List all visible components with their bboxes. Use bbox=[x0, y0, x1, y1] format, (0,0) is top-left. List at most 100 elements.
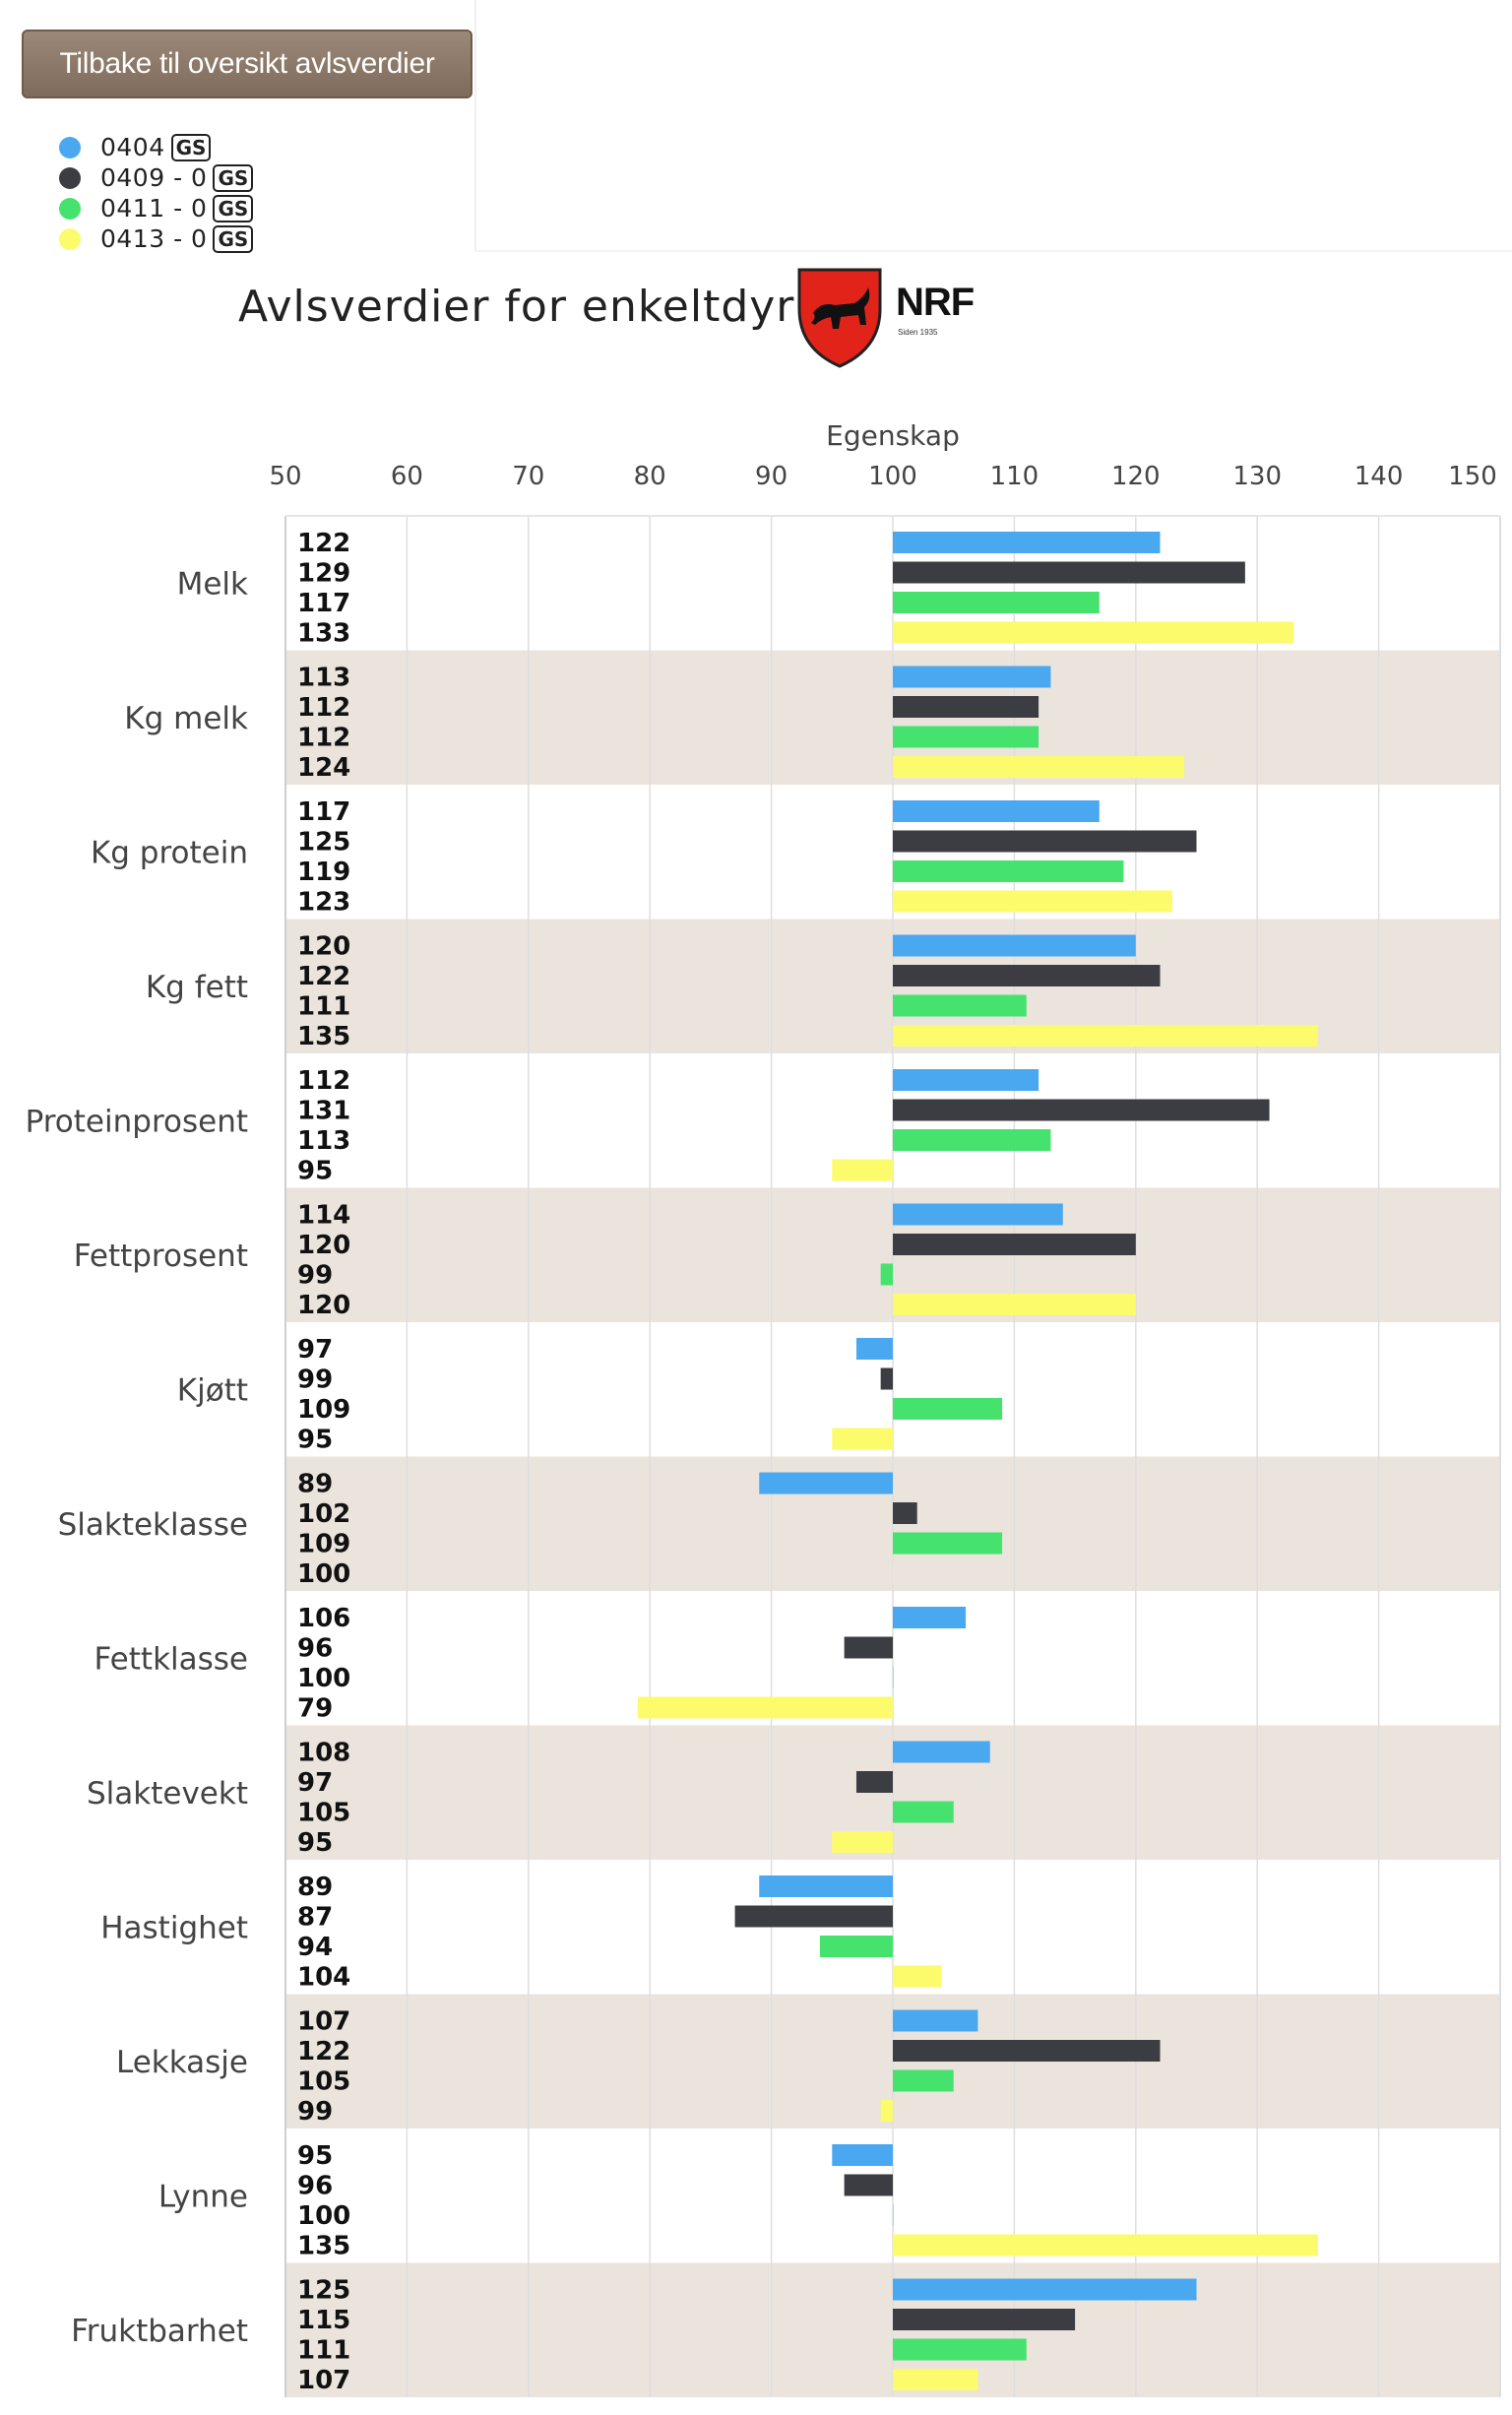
bull-icon bbox=[811, 287, 870, 329]
value-label: 120 bbox=[297, 1231, 350, 1260]
bar bbox=[880, 2100, 893, 2122]
bar bbox=[893, 1562, 894, 1584]
value-label: 135 bbox=[297, 1022, 350, 1051]
value-label: 105 bbox=[297, 1799, 350, 1828]
bar bbox=[893, 1741, 990, 1763]
bar bbox=[893, 2338, 1027, 2361]
bar bbox=[855, 1771, 893, 1793]
bar bbox=[893, 860, 1124, 882]
value-label: 112 bbox=[297, 724, 350, 753]
value-label: 111 bbox=[297, 992, 350, 1022]
bar bbox=[893, 561, 1245, 584]
legend-dot-icon bbox=[59, 136, 81, 159]
bar bbox=[893, 621, 1294, 644]
x-tick-label: 80 bbox=[634, 462, 666, 491]
category-label: Melk bbox=[177, 566, 248, 602]
legend-item-0411[interactable]: 0411 - 0 GS bbox=[59, 193, 254, 223]
value-label: 95 bbox=[297, 1426, 333, 1455]
value-label: 97 bbox=[297, 1335, 333, 1365]
value-label: 95 bbox=[297, 1157, 333, 1186]
category-label: Kjøtt bbox=[177, 1372, 248, 1408]
bar bbox=[893, 1667, 894, 1688]
category-label: Lynne bbox=[158, 2179, 248, 2214]
bar bbox=[893, 696, 1040, 718]
gs-badge: GS bbox=[213, 194, 254, 222]
x-tick-label: 60 bbox=[391, 462, 423, 491]
value-label: 114 bbox=[297, 1201, 350, 1231]
bar bbox=[893, 1025, 1318, 1047]
value-label: 102 bbox=[297, 1499, 350, 1529]
x-tick-label: 50 bbox=[269, 462, 301, 491]
value-label: 97 bbox=[297, 1768, 333, 1798]
bar bbox=[734, 1905, 893, 1928]
bar bbox=[893, 2204, 894, 2226]
value-label: 123 bbox=[297, 888, 350, 918]
bar bbox=[893, 726, 1040, 748]
back-to-overview-button[interactable]: Tilbake til oversikt avlsverdier bbox=[22, 30, 472, 98]
gs-badge: GS bbox=[213, 163, 254, 192]
value-label: 107 bbox=[297, 2007, 350, 2037]
bar bbox=[759, 1875, 893, 1897]
category-label: Slaktevekt bbox=[87, 1776, 248, 1811]
back-button-label: Tilbake til oversikt avlsverdier bbox=[59, 47, 435, 80]
legend-item-0413[interactable]: 0413 - 0 GS bbox=[59, 223, 254, 254]
value-label: 94 bbox=[297, 1933, 333, 1962]
legend-item-0409[interactable]: 0409 - 0 GS bbox=[59, 162, 254, 193]
bar bbox=[893, 532, 1161, 553]
category-label: Kg protein bbox=[91, 835, 248, 870]
category-label: Fruktbarhet bbox=[71, 2314, 248, 2349]
bar bbox=[893, 2009, 978, 2032]
bar bbox=[880, 1263, 893, 1286]
value-label: 125 bbox=[297, 828, 350, 858]
bar bbox=[844, 1636, 893, 1659]
value-label: 100 bbox=[297, 1559, 350, 1589]
value-label: 122 bbox=[297, 962, 350, 991]
bar bbox=[832, 1831, 893, 1853]
value-label: 131 bbox=[297, 1097, 350, 1126]
value-label: 120 bbox=[297, 932, 350, 962]
x-tick-label: 130 bbox=[1232, 462, 1282, 491]
value-label: 96 bbox=[297, 1634, 333, 1664]
bar bbox=[893, 2309, 1076, 2330]
bar bbox=[832, 1428, 893, 1450]
bar bbox=[893, 1801, 954, 1823]
value-label: 135 bbox=[297, 2232, 350, 2261]
bar bbox=[893, 666, 1051, 688]
bar bbox=[819, 1936, 893, 1957]
value-label: 108 bbox=[297, 1739, 350, 1768]
panel-divider bbox=[474, 0, 476, 250]
legend-item-0404[interactable]: 0404 GS bbox=[59, 132, 253, 162]
bar bbox=[893, 1607, 967, 1628]
value-label: 109 bbox=[297, 1395, 350, 1425]
bar bbox=[893, 994, 1027, 1017]
bar bbox=[893, 2040, 1161, 2062]
legend-code: 0411 - 0 bbox=[100, 194, 208, 222]
value-label: 122 bbox=[297, 2037, 350, 2066]
value-label: 87 bbox=[297, 1903, 333, 1933]
bar bbox=[893, 1965, 942, 1988]
value-label: 122 bbox=[297, 529, 350, 558]
x-tick-label: 70 bbox=[512, 462, 544, 491]
value-label: 124 bbox=[297, 753, 350, 783]
value-label: 105 bbox=[297, 2067, 350, 2097]
bar bbox=[893, 965, 1161, 986]
category-label: Lekkasje bbox=[116, 2045, 248, 2080]
x-tick-label: 150 bbox=[1448, 462, 1497, 491]
value-label: 99 bbox=[297, 1261, 333, 1291]
value-label: 99 bbox=[297, 1366, 333, 1395]
value-label: 120 bbox=[297, 1291, 350, 1320]
bar bbox=[832, 2144, 893, 2166]
svg-text:Siden 1935: Siden 1935 bbox=[898, 328, 938, 337]
bar bbox=[893, 2069, 954, 2092]
category-label: Fettklasse bbox=[94, 1641, 248, 1677]
bar bbox=[893, 1069, 1040, 1091]
value-label: 111 bbox=[297, 2336, 350, 2366]
bar bbox=[832, 1159, 893, 1181]
value-label: 89 bbox=[297, 1470, 333, 1499]
bar bbox=[637, 1696, 893, 1719]
category-label: Slakteklasse bbox=[58, 1507, 248, 1543]
value-label: 96 bbox=[297, 2172, 333, 2201]
value-label: 95 bbox=[297, 2141, 333, 2171]
category-label: Kg fett bbox=[146, 970, 248, 1005]
